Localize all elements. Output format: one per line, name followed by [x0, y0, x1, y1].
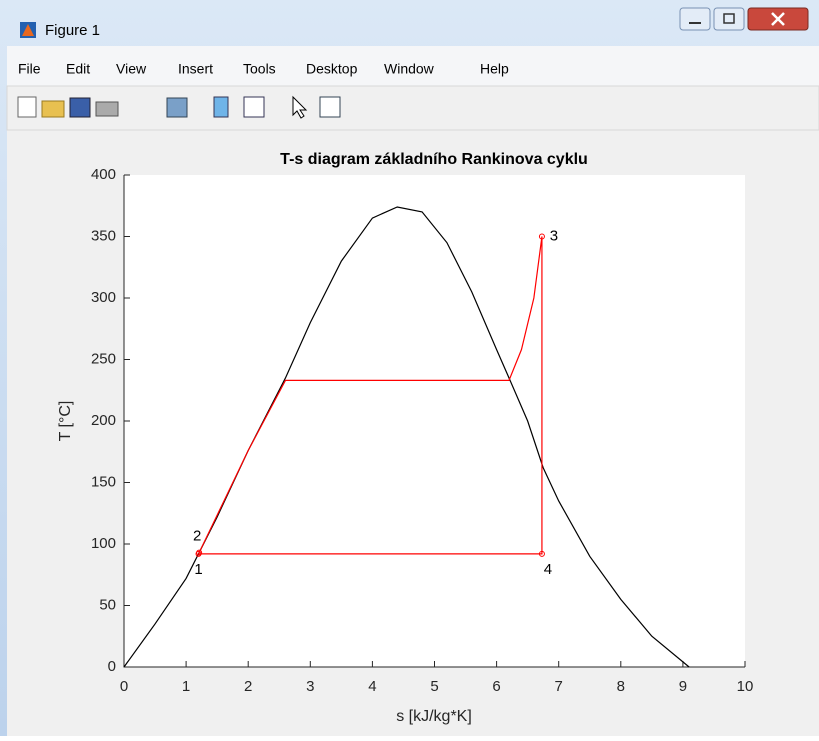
state-point — [538, 550, 545, 557]
menu-item[interactable]: Desktop — [306, 61, 358, 77]
menu-item[interactable]: View — [116, 61, 147, 77]
x-axis-label: s [kJ/kg*K] — [396, 708, 472, 725]
tool-open[interactable] — [41, 100, 65, 118]
y-tick-label: 100 — [91, 535, 116, 552]
series-line — [197, 236, 543, 555]
tool-new[interactable] — [17, 96, 37, 118]
y-tick-label: 400 — [91, 166, 116, 183]
menu-item[interactable]: Window — [384, 61, 435, 77]
state-label: 3 — [550, 227, 558, 244]
menu-item[interactable]: Tools — [243, 61, 276, 77]
y-tick-label: 250 — [91, 350, 116, 367]
x-tick-label: 6 — [492, 678, 500, 695]
close-glyph — [771, 12, 785, 26]
tool-legend[interactable] — [243, 96, 265, 118]
maximize-glyph — [723, 13, 735, 24]
x-tick-label: 2 — [244, 678, 252, 695]
x-tick-label: 7 — [555, 678, 563, 695]
menu-item[interactable]: Insert — [178, 61, 213, 77]
x-tick-label: 1 — [182, 678, 190, 695]
tool-save[interactable] — [69, 97, 91, 118]
chart-title: T-s diagram základního Rankinova cyklu — [280, 151, 588, 168]
menu-bar — [7, 46, 819, 86]
x-tick-label: 5 — [430, 678, 438, 695]
state-label: 1 — [194, 561, 202, 578]
tool-property[interactable] — [319, 96, 341, 118]
plot-area — [124, 175, 745, 667]
tool-colorbar[interactable] — [213, 96, 229, 118]
toolbar-icons — [17, 95, 341, 119]
menu-item[interactable]: Help — [480, 61, 509, 77]
state-label: 2 — [193, 528, 201, 545]
window-title: Figure 1 — [45, 22, 100, 39]
tool-link[interactable] — [166, 97, 188, 118]
y-tick-label: 150 — [91, 473, 116, 490]
x-tick-label: 10 — [737, 678, 754, 695]
tool-pointer[interactable] — [292, 95, 308, 119]
state-point — [196, 549, 203, 556]
tool-print[interactable] — [95, 101, 119, 117]
maximize-button[interactable] — [713, 7, 745, 31]
app-icon-glyph — [22, 24, 34, 36]
y-tick-label: 300 — [91, 289, 116, 306]
y-axis-label: T [°C] — [57, 401, 74, 442]
y-tick-label: 200 — [91, 412, 116, 429]
minimize-button[interactable] — [679, 7, 711, 31]
x-tick-label: 0 — [120, 678, 128, 695]
y-tick-label: 350 — [91, 227, 116, 244]
y-tick-label: 50 — [99, 596, 116, 613]
x-tick-label: 3 — [306, 678, 314, 695]
x-tick-label: 8 — [617, 678, 625, 695]
menu-item[interactable]: File — [18, 61, 41, 77]
toolbar — [6, 85, 819, 131]
state-point — [538, 233, 545, 240]
state-label: 4 — [544, 561, 552, 578]
menu-item[interactable]: Edit — [66, 61, 90, 77]
y-tick-label: 0 — [108, 658, 116, 675]
x-tick-label: 9 — [679, 678, 687, 695]
x-tick-label: 4 — [368, 678, 376, 695]
